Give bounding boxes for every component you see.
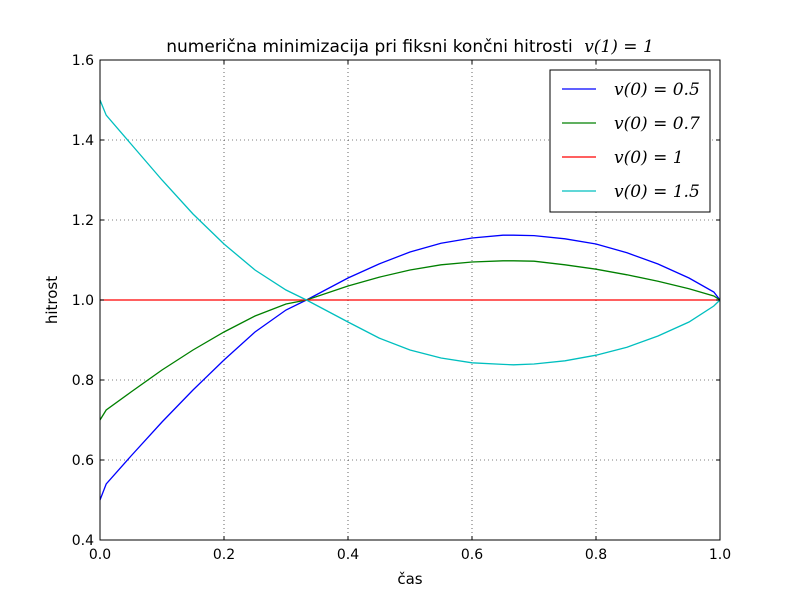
series-line-0 (99, 234, 721, 501)
x-tick-label: 0.0 (89, 547, 111, 563)
y-axis-label: hitrost (43, 276, 61, 324)
y-tick-label: 1.0 (72, 293, 94, 309)
legend-label-3: v(0) = 1.5 (614, 182, 700, 202)
legend: v(0) = 0.5 v(0) = 0.7 v(0) = 1 v(0) = 1.5 (549, 69, 711, 213)
series-line-3 (99, 99, 721, 366)
x-axis-label: čas (397, 570, 422, 588)
chart-title-math: v(1) = 1 (584, 37, 654, 57)
y-tick-label: 0.4 (72, 533, 94, 549)
y-tick-label: 1.4 (72, 133, 94, 149)
y-tick-label: 1.2 (72, 213, 94, 229)
y-tick-label: 0.6 (72, 453, 94, 469)
legend-label-2: v(0) = 1 (614, 148, 684, 168)
x-tick-label: 0.2 (213, 547, 235, 563)
legend-label-0: v(0) = 0.5 (614, 80, 700, 100)
legend-box (549, 69, 711, 213)
legend-label-1: v(0) = 0.7 (614, 114, 700, 134)
chart-title: numerična minimizacija pri fiksni končni… (166, 37, 654, 57)
x-tick-label: 1.0 (709, 547, 731, 563)
y-tick-label: 0.8 (72, 373, 94, 389)
chart-title-text: numerična minimizacija pri fiksni končni… (166, 37, 573, 57)
series-lines (99, 99, 721, 501)
series-line-1 (99, 260, 721, 421)
x-tick-label: 0.6 (461, 547, 483, 563)
axis-ticks: 0.0 0.2 0.4 0.6 0.8 1.0 0.4 0.6 0.8 1.0 1.2 1.4 1.6 (72, 53, 731, 563)
x-tick-label: 0.8 (585, 547, 607, 563)
y-tick-label: 1.6 (72, 53, 94, 69)
x-tick-label: 0.4 (337, 547, 359, 563)
